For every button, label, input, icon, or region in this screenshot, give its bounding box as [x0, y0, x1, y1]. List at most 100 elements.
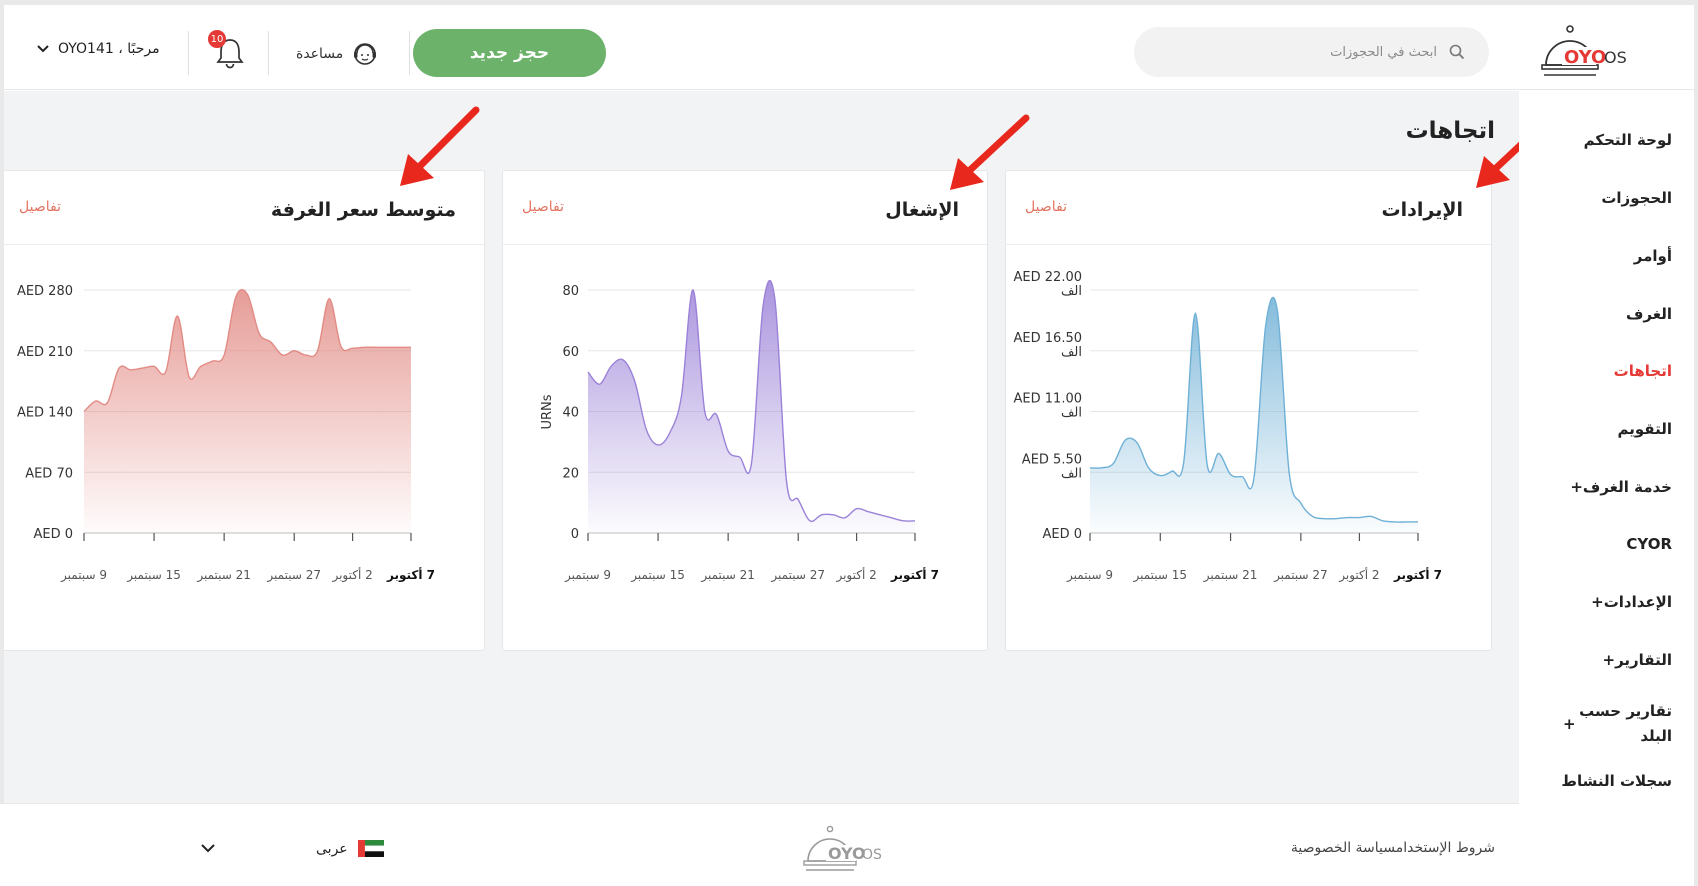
footer-logo-text: OYO [828, 844, 866, 863]
notification-badge: 10 [208, 30, 226, 48]
x-tick-label: 27 سبتمبر [770, 568, 825, 583]
country-reports-line2: البلد [1640, 727, 1672, 745]
y-tick-label: AED 140 [17, 406, 73, 421]
details-link[interactable]: تفاصيل [522, 199, 564, 215]
sidebar-item-bookings[interactable]: الحجوزات [1601, 189, 1672, 207]
x-tick-label: 9 سبتمبر [60, 568, 107, 583]
sidebar-item-country-reports[interactable]: تقارير حسب البلد [1579, 699, 1672, 749]
oyo-os-logo[interactable]: OYO OS [1540, 23, 1650, 83]
footer-links[interactable]: شروط الإستخدامسياسة الخصوصية [1290, 840, 1495, 856]
x-tick-label: 2 أكتوبر [1338, 567, 1379, 583]
frame-edge [0, 0, 4, 886]
expand-plus-icon[interactable]: + [1563, 715, 1576, 733]
y-tick-label: AED 5.50 [1022, 452, 1082, 467]
divider [409, 31, 410, 75]
y-tick-label: الف [1061, 406, 1082, 421]
x-tick-label: 9 سبتمبر [564, 568, 611, 583]
x-tick-label: 7 أكتوبر [386, 567, 435, 583]
sidebar-item-room-service[interactable]: خدمة الغرف+ [1570, 478, 1672, 496]
uae-flag-icon [357, 840, 384, 857]
y-tick-label: 80 [562, 284, 579, 299]
user-menu[interactable]: مرحبًا ، OYO141 [36, 41, 160, 57]
chevron-down-icon[interactable] [200, 842, 216, 854]
sidebar-item-calendar[interactable]: التقويم [1617, 420, 1673, 438]
sidebar-item-activity-logs[interactable]: سجلات النشاط [1561, 772, 1672, 790]
y-tick-label: AED 210 [17, 345, 73, 360]
card-divider [1006, 244, 1491, 245]
y-tick-label: AED 0 [1042, 527, 1082, 542]
search-bar[interactable] [1134, 27, 1489, 77]
sidebar-item-trends[interactable]: اتجاهات [1613, 362, 1672, 380]
help-label: مساعدة [296, 46, 344, 62]
top-border [0, 0, 1698, 5]
x-tick-label: 7 أكتوبر [1393, 567, 1442, 583]
y-tick-label: 40 [562, 406, 579, 421]
sidebar-item-cyor[interactable]: CYOR [1626, 535, 1672, 553]
x-tick-label: 9 سبتمبر [1066, 568, 1113, 583]
x-tick-label: 15 سبتمبر [1132, 568, 1187, 583]
y-tick-label: AED 16.50 [1014, 331, 1082, 346]
y-tick-label: الف [1061, 284, 1082, 299]
new-booking-button[interactable]: حجز جديد [413, 29, 606, 77]
x-tick-label: 21 سبتمبر [700, 568, 755, 583]
sidebar-item-dashboard[interactable]: لوحة التحكم [1583, 131, 1672, 149]
sidebar-item-reports[interactable]: التقارير+ [1602, 651, 1673, 669]
user-greeting: مرحبًا ، OYO141 [58, 41, 160, 57]
sidebar-item-orders[interactable]: أوامر [1633, 247, 1672, 265]
x-tick-label: 27 سبتمبر [1273, 568, 1328, 583]
y-tick-label: AED 280 [17, 284, 73, 299]
sidebar-item-settings[interactable]: الإعدادات+ [1591, 593, 1672, 611]
card-title: الإيرادات [1381, 199, 1463, 221]
footer-logo-suffix: OS [862, 847, 882, 863]
series-area [588, 280, 915, 533]
sidebar-item-rooms[interactable]: الغرف [1626, 305, 1672, 323]
footer: شروط الإستخدامسياسة الخصوصية OYO OS عربى [0, 803, 1519, 886]
search-input[interactable] [1175, 43, 1439, 61]
divider [268, 31, 269, 75]
logo-suffix: OS [1604, 48, 1627, 67]
series-line [83, 288, 411, 413]
x-tick-label: 7 أكتوبر [890, 567, 939, 583]
occupancy-card: الإشغال تفاصيل 0 20 40 60 80 URNs 9 سبتمبر 15 س… [502, 170, 988, 651]
y-tick-label: 0 [571, 527, 579, 542]
frame-edge [1694, 0, 1698, 886]
x-tick-label: 15 سبتمبر [126, 568, 181, 583]
y-tick-label: AED 11.00 [1014, 392, 1082, 407]
y-tick-label: 60 [562, 345, 579, 360]
details-link[interactable]: تفاصيل [1025, 199, 1067, 215]
y-tick-label: AED 70 [25, 466, 73, 481]
series-line [587, 279, 916, 523]
annotation-arrow [400, 106, 480, 186]
header: OYO OS حجز جديد مساعدة 10 [0, 5, 1698, 90]
country-reports-line1: تقارير حسب [1579, 702, 1672, 720]
chevron-down-icon [37, 45, 49, 53]
average-room-rate-card: متوسط سعر الغرفة تفاصيل AED 0 AED 70 AED 1… [2, 170, 485, 651]
help-button[interactable]: مساعدة [296, 39, 379, 69]
search-icon [1449, 44, 1465, 60]
y-tick-label: AED 22.00 [1014, 270, 1082, 285]
y-tick-label: الف [1061, 466, 1082, 481]
support-agent-icon [354, 43, 377, 65]
x-tick-label: 27 سبتمبر [266, 568, 321, 583]
y-axis-label: URNs [540, 394, 555, 429]
language-selector[interactable]: عربى [316, 840, 384, 857]
card-divider [3, 244, 484, 245]
series-area [1090, 297, 1418, 533]
series-area [84, 289, 411, 533]
x-tick-label: 2 أكتوبر [835, 567, 876, 583]
card-title: الإشغال [885, 199, 959, 221]
annotation-arrow [950, 114, 1030, 190]
card-divider [503, 244, 987, 245]
x-tick-label: 2 أكتوبر [331, 567, 372, 583]
card-title: متوسط سعر الغرفة [270, 199, 456, 221]
x-tick-label: 15 سبتمبر [630, 568, 685, 583]
y-tick-label: الف [1061, 345, 1082, 360]
occupancy-chart: 0 20 40 60 80 URNs 9 سبتمبر 15 سبتمبر 21 سبتمبر 2… [540, 279, 939, 583]
details-link[interactable]: تفاصيل [19, 199, 61, 215]
footer-oyo-os-logo: OYO OS [800, 824, 895, 880]
y-tick-label: 20 [562, 466, 579, 481]
series-line [1089, 296, 1418, 523]
sidebar: لوحة التحكم الحجوزات أوامر الغرف اتجاهات… [1519, 91, 1698, 803]
language-label: عربى [316, 840, 348, 857]
